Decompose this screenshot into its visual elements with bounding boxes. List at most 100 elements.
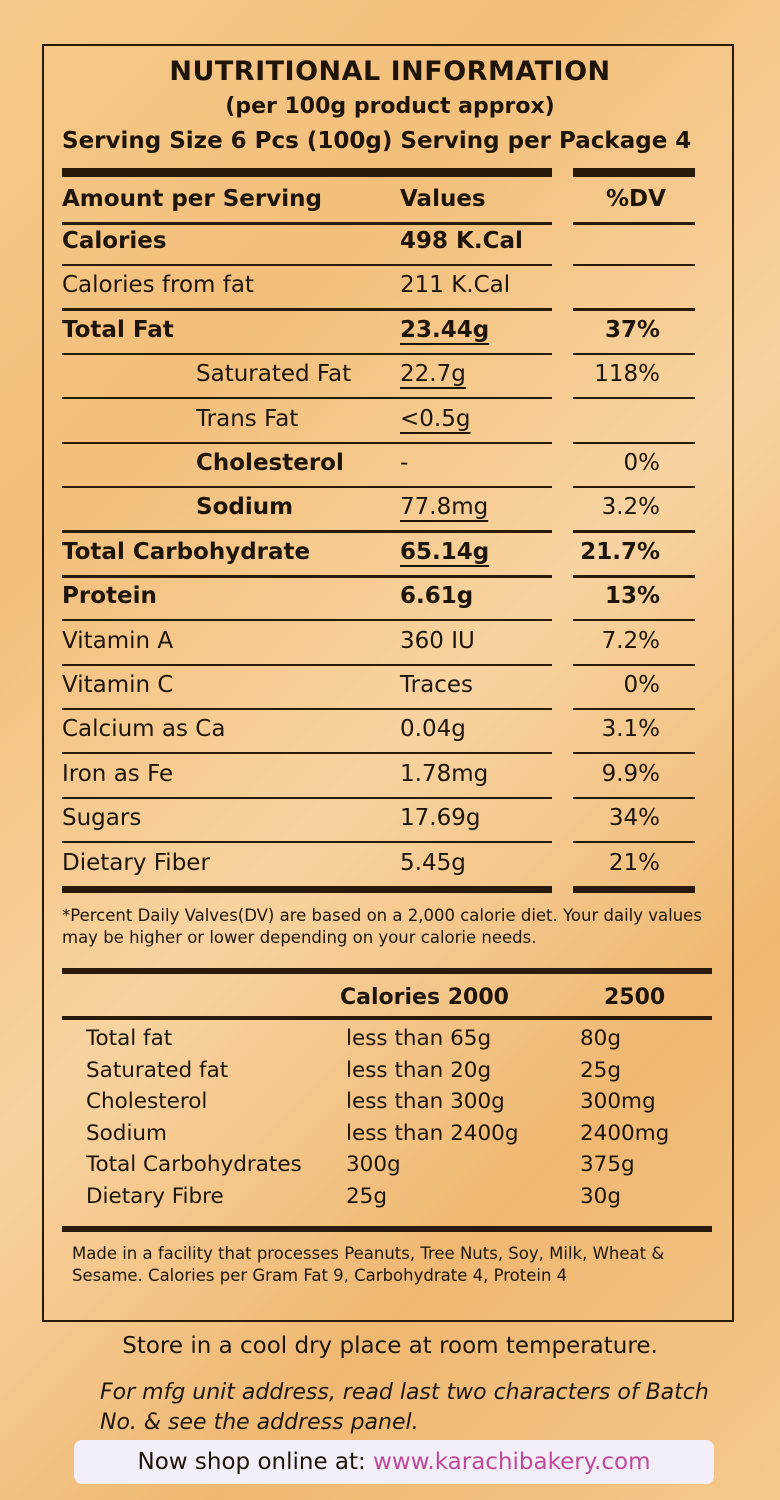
nutrient-value: Traces xyxy=(400,672,473,698)
rule xyxy=(62,222,552,225)
reference-name: Total fat xyxy=(86,1026,173,1051)
reference-row: Cholesterol less than 300g 300mg xyxy=(0,1089,780,1121)
row-divider xyxy=(62,397,552,400)
row-divider xyxy=(62,841,552,844)
reference-head-2500: 2500 xyxy=(604,985,666,1010)
nutrient-value: <0.5g xyxy=(400,405,471,432)
row-divider xyxy=(62,663,552,666)
nutrient-name: Total Fat xyxy=(62,316,174,343)
reference-2000: 25g xyxy=(346,1184,388,1209)
row-divider xyxy=(573,619,695,622)
nutrient-dv: 3.2% xyxy=(601,494,660,521)
reference-2000: less than 20g xyxy=(346,1057,492,1083)
nutrient-dv: 0% xyxy=(623,672,661,698)
nutrient-value: 65.14g xyxy=(400,538,490,565)
reference-row: Sodium less than 2400g 2400mg xyxy=(0,1121,780,1153)
nutrient-name: Calories from fat xyxy=(62,272,254,299)
nutrient-value: 1.78mg xyxy=(400,760,489,787)
nutrient-value: 17.69g xyxy=(400,805,481,832)
reference-name: Saturated fat xyxy=(86,1057,229,1083)
nutrient-name: Vitamin C xyxy=(62,672,174,698)
row-divider xyxy=(573,796,695,799)
reference-2000: less than 2400g xyxy=(346,1120,519,1146)
row-divider xyxy=(573,397,695,400)
nutrient-value: 0.04g xyxy=(400,716,466,743)
nutrient-dv: 118% xyxy=(594,361,660,388)
row-divider xyxy=(573,352,695,355)
nutrient-dv: 34% xyxy=(608,805,660,832)
nutrient-name: Sugars xyxy=(62,805,142,832)
nutrient-dv: 7.2% xyxy=(601,627,660,654)
row-divider xyxy=(573,308,695,312)
nutrient-name: Cholesterol xyxy=(196,450,344,476)
reference-2500: 2400mg xyxy=(580,1120,670,1146)
table-row: Calcium as Ca 0.04g 3.1% xyxy=(0,716,780,756)
table-row: Total Carbohydrate 65.14g 21.7% xyxy=(0,539,780,579)
reference-name: Cholesterol xyxy=(86,1089,208,1115)
thick-rule xyxy=(62,968,712,974)
row-divider xyxy=(62,796,552,799)
row-divider xyxy=(62,441,552,444)
table-row: Iron as Fe 1.78mg 9.9% xyxy=(0,761,780,801)
row-divider xyxy=(573,841,695,844)
dv-footnote: *Percent Daily Valves(DV) are based on a… xyxy=(62,906,702,947)
nutrient-dv: 0% xyxy=(623,450,661,476)
nutrient-name: Dietary Fiber xyxy=(62,849,210,876)
row-divider xyxy=(573,441,695,444)
nutrient-name: Calcium as Ca xyxy=(62,716,226,743)
column-headers: Amount per Serving Values %DV xyxy=(0,186,780,226)
nutrient-value: 6.61g xyxy=(400,583,474,610)
reference-2500: 30g xyxy=(580,1184,622,1209)
nutrient-name: Trans Fat xyxy=(196,405,299,432)
thick-rule xyxy=(62,168,552,177)
serving-info: Serving Size 6 Pcs (100g) Serving per Pa… xyxy=(62,128,692,154)
row-divider xyxy=(573,486,695,488)
nutrient-dv: 13% xyxy=(604,583,660,610)
table-row: Sodium 77.8mg 3.2% xyxy=(0,494,780,534)
rule xyxy=(573,222,695,225)
table-row: Vitamin C Traces 0% xyxy=(0,672,780,712)
row-divider xyxy=(62,752,552,755)
row-divider xyxy=(573,530,695,534)
nutrient-name: Protein xyxy=(62,583,157,610)
nutrition-panel xyxy=(42,44,734,1322)
table-row: Vitamin A 360 IU 7.2% xyxy=(0,628,780,668)
table-row: Cholesterol - 0% xyxy=(0,450,780,490)
nutrient-dv: 9.9% xyxy=(601,760,660,787)
nutrient-value: 211 K.Cal xyxy=(400,272,511,299)
nutrient-value: - xyxy=(400,450,409,476)
table-row: Saturated Fat 22.7g 118% xyxy=(0,361,780,401)
shop-url-link[interactable]: www.karachibakery.com xyxy=(373,1449,651,1475)
row-divider xyxy=(62,708,552,710)
panel-title: NUTRITIONAL INFORMATION xyxy=(169,56,611,87)
reference-2000: less than 65g xyxy=(346,1026,492,1051)
reference-name: Dietary Fibre xyxy=(86,1184,224,1209)
table-row: Calories 498 K.Cal xyxy=(0,228,780,268)
nutrient-dv: 21.7% xyxy=(580,538,660,565)
thick-rule xyxy=(573,168,695,177)
nutrient-value: 498 K.Cal xyxy=(400,228,523,254)
row-divider xyxy=(62,352,552,355)
header-amount: Amount per Serving xyxy=(62,186,322,212)
reference-name: Total Carbohydrates xyxy=(86,1152,302,1178)
panel-subtitle: (per 100g product approx) xyxy=(225,94,555,119)
table-row: Dietary Fiber 5.45g 21% xyxy=(0,850,780,890)
row-divider xyxy=(573,264,695,266)
reference-row: Saturated fat less than 20g 25g xyxy=(0,1058,780,1090)
reference-row: Total Carbohydrates 300g 375g xyxy=(0,1152,780,1184)
mfg-note: For mfg unit address, read last two char… xyxy=(100,1380,709,1435)
row-divider xyxy=(573,752,695,755)
nutrient-dv: 3.1% xyxy=(601,716,660,743)
storage-instructions: Store in a cool dry place at room temper… xyxy=(122,1333,658,1359)
reference-head-2000: Calories 2000 xyxy=(340,985,509,1010)
nutrient-name: Iron as Fe xyxy=(62,760,174,787)
shop-label: Now shop online at: xyxy=(137,1449,366,1475)
row-divider xyxy=(573,663,695,666)
row-divider xyxy=(62,264,552,266)
nutrient-name: Sodium xyxy=(196,494,294,521)
row-divider xyxy=(62,486,552,488)
table-row: Calories from fat 211 K.Cal xyxy=(0,272,780,312)
row-divider xyxy=(62,619,552,622)
nutrient-value: 23.44g xyxy=(400,316,490,343)
reference-name: Sodium xyxy=(86,1120,167,1146)
